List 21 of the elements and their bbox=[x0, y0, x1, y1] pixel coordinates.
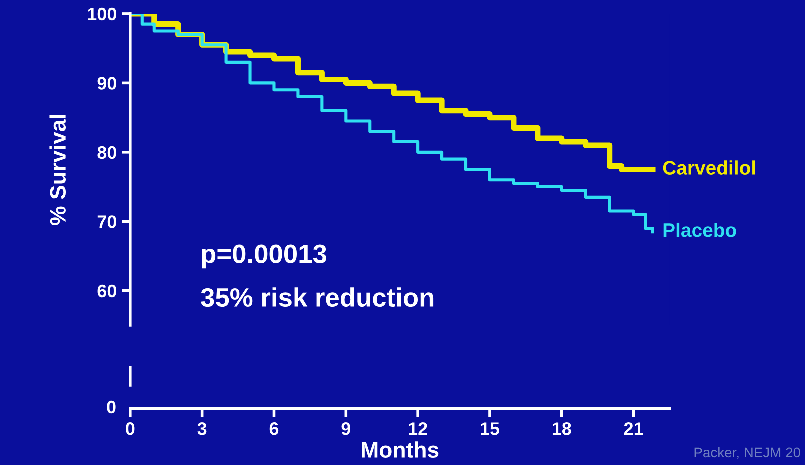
x-tick-label: 6 bbox=[270, 422, 279, 436]
annotation: p=0.00013 bbox=[202, 244, 326, 269]
x-tick-label: 3 bbox=[198, 422, 207, 436]
text: Packer, NEJM 20 bbox=[694, 447, 800, 460]
y-tick-label: 100 bbox=[88, 8, 116, 21]
x-axis-title: Months bbox=[362, 442, 439, 458]
x-tick-label: 15 bbox=[481, 422, 500, 436]
x-tick-label: 12 bbox=[409, 422, 428, 436]
series-label: Carvedilol bbox=[663, 160, 756, 175]
series-label: Placebo bbox=[664, 222, 736, 238]
x-tick-label: 21 bbox=[624, 422, 644, 436]
y-tick-label: 60 bbox=[98, 284, 116, 298]
x-tick-label: 18 bbox=[552, 422, 572, 436]
annotation: 35% risk reduction bbox=[201, 288, 434, 308]
y-axis-title: % Survival bbox=[50, 115, 66, 226]
text: 0 bbox=[107, 400, 116, 414]
y-tick-label: 80 bbox=[98, 146, 116, 160]
x-tick-label: 0 bbox=[126, 422, 135, 436]
y-tick-label: 90 bbox=[98, 77, 116, 90]
y-tick-label: 70 bbox=[98, 216, 116, 228]
x-tick-label: 9 bbox=[342, 422, 350, 436]
